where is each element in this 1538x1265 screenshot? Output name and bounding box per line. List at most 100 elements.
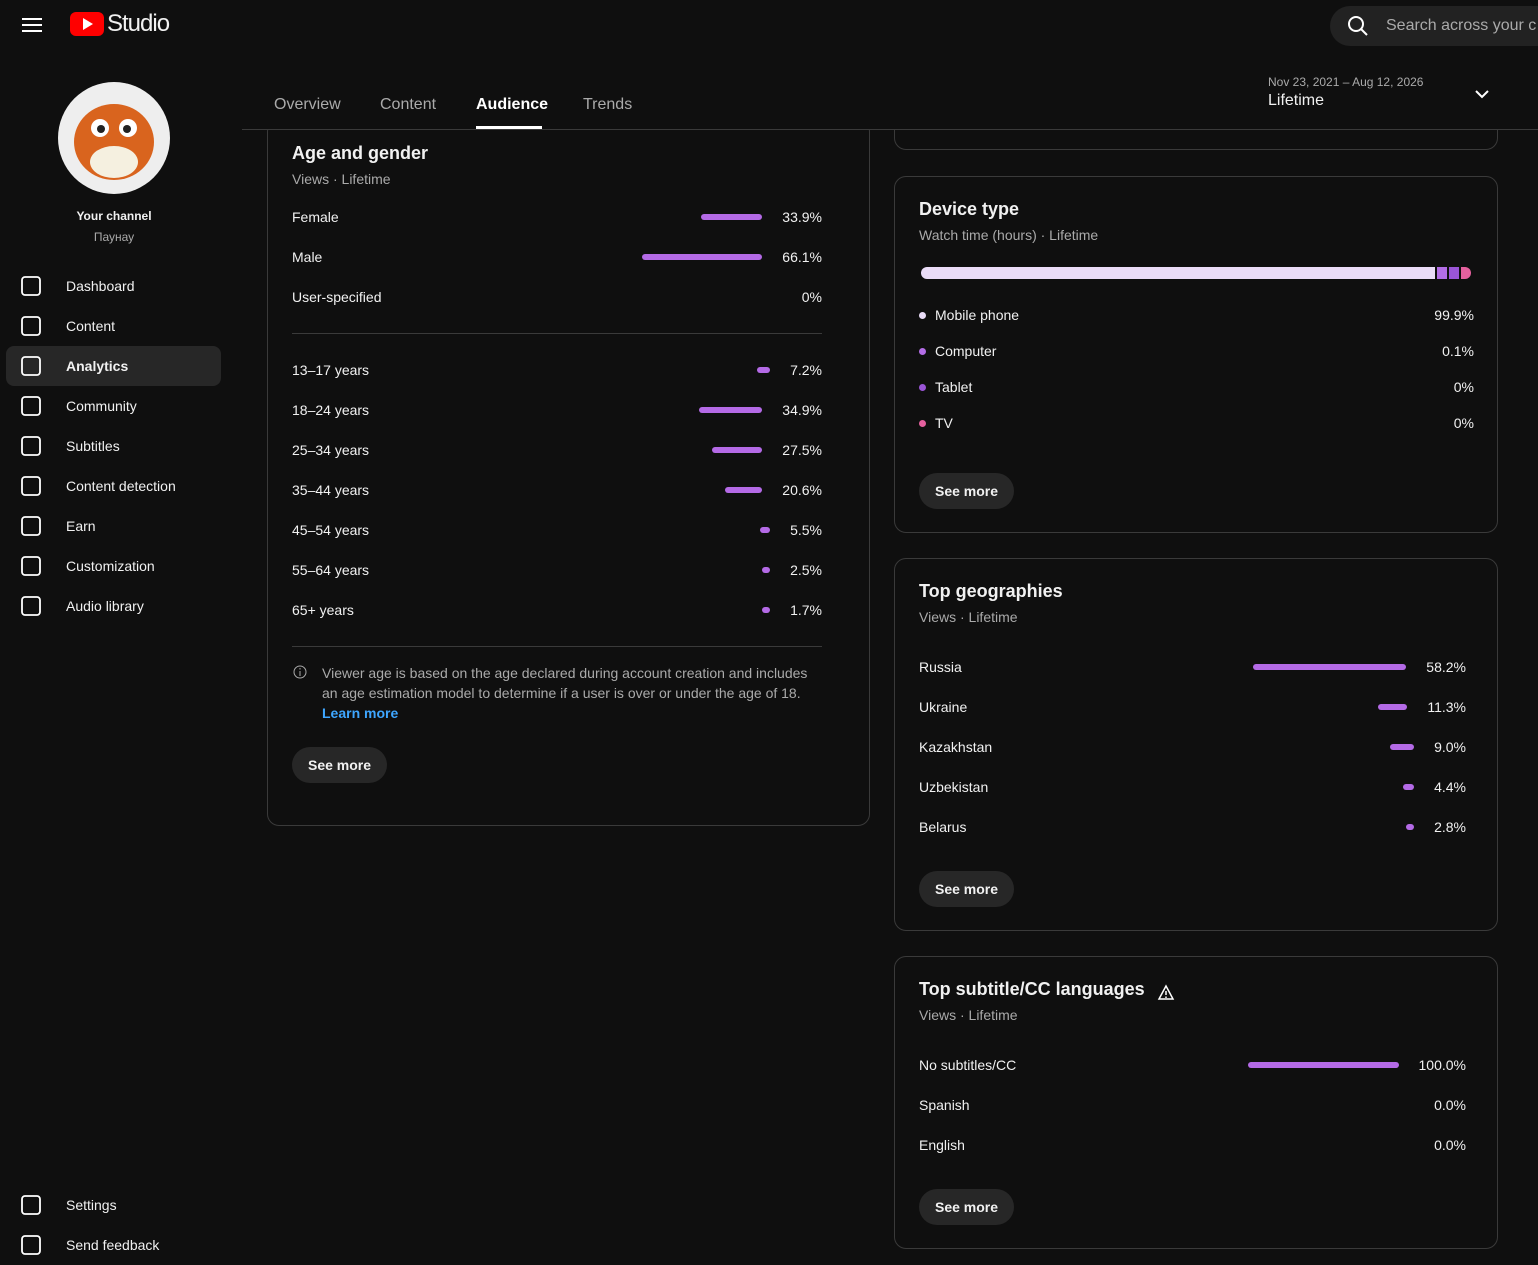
nav-label: Settings [66, 1197, 117, 1213]
channel-label: Your channel [76, 209, 152, 223]
row-value: 1.7% [790, 602, 822, 618]
bar [1377, 704, 1408, 710]
avatar[interactable] [58, 82, 170, 194]
legend-dot [919, 383, 926, 391]
card-subtitle: Watch time (hours) · Lifetime [919, 227, 1099, 243]
nav-label: Earn [66, 518, 96, 534]
see-more-button[interactable]: See more [919, 871, 1015, 907]
bar [762, 567, 771, 573]
legend-dot [919, 419, 926, 427]
tab[interactable]: Trends [583, 96, 633, 113]
nav-icon [21, 556, 41, 576]
nav-item[interactable]: Content detection [6, 466, 221, 506]
row-value: 27.5% [782, 442, 822, 458]
data-row: Kazakhstan 9.0% [919, 737, 1466, 757]
card: Top subtitle/CC languages Views · Lifetim… [894, 956, 1498, 1249]
row-label: Female [292, 209, 339, 225]
tab[interactable]: Content [380, 96, 437, 113]
data-row: Female 33.9% [292, 207, 822, 227]
row-label: 35–44 years [292, 482, 370, 498]
data-row: Uzbekistan 4.4% [919, 777, 1466, 797]
row-value: 9.0% [1434, 739, 1466, 755]
card-title: Device type [919, 199, 1020, 219]
tab-indicator [476, 126, 542, 129]
nav-icon [21, 516, 41, 536]
data-row: Russia 58.2% [919, 657, 1466, 677]
row-value: 0.0% [1434, 1137, 1466, 1153]
data-row: Spanish 0.0% [919, 1095, 1466, 1115]
bar [1402, 784, 1415, 790]
dropdown-icon[interactable] [1474, 88, 1490, 100]
legend-row: Tablet 0% [919, 377, 1474, 397]
row-value: 34.9% [782, 402, 822, 418]
data-row: Male 66.1% [292, 247, 822, 267]
nav-label: Audio library [66, 598, 144, 614]
main: Age and gender Views · Lifetime Female 33.9… [242, 130, 1538, 1253]
tab[interactable]: Overview [274, 96, 341, 113]
menu-icon[interactable] [22, 17, 42, 33]
date-range[interactable]: Nov 23, 2021 – Aug 12, 2026 [1268, 75, 1424, 89]
nav-item[interactable]: Subtitles [6, 426, 221, 466]
row-label: Ukraine [919, 699, 968, 715]
nav-item[interactable]: Audio library [6, 586, 221, 626]
divider [292, 333, 822, 334]
row-value: 58.2% [1426, 659, 1466, 675]
see-more-button[interactable]: See more [292, 747, 388, 783]
see-more-button[interactable]: See more [919, 473, 1015, 509]
row-label: Russia [919, 659, 962, 675]
bar [698, 407, 763, 413]
nav-item[interactable]: Settings [6, 1185, 221, 1225]
card-partial [894, 130, 1498, 150]
tabs-divider [242, 129, 1538, 130]
search-box[interactable]: Search across your c [1330, 6, 1538, 46]
bar [756, 367, 771, 373]
legend-row: TV 0% [919, 413, 1474, 433]
nav-label: Customization [66, 558, 155, 574]
see-more-button[interactable]: See more [919, 1189, 1015, 1225]
data-row: 18–24 years 34.9% [292, 400, 822, 420]
nav-icon [21, 356, 41, 376]
row-value: 0% [1453, 415, 1474, 431]
info-icon[interactable] [292, 664, 308, 680]
nav-item[interactable]: Customization [6, 546, 221, 586]
date-period[interactable]: Lifetime [1268, 92, 1325, 109]
logo-icon [70, 12, 104, 36]
nav-item[interactable]: Analytics [6, 346, 221, 386]
nav-item[interactable]: Content [6, 306, 221, 346]
nav-label: Community [66, 398, 137, 414]
logo-text[interactable]: Studio [107, 10, 170, 37]
bar [642, 254, 763, 260]
nav-label: Send feedback [66, 1237, 160, 1253]
row-label: Mobile phone [935, 307, 1020, 323]
nav-item[interactable]: Earn [6, 506, 221, 546]
learn-more-link[interactable]: Learn more [322, 705, 399, 721]
row-label: 45–54 years [292, 522, 370, 538]
data-row: 35–44 years 20.6% [292, 480, 822, 500]
nav-item[interactable]: Send feedback [6, 1225, 221, 1265]
search-placeholder: Search across your c [1386, 17, 1537, 34]
legend-dot [919, 311, 926, 319]
nav-item[interactable]: Community [6, 386, 221, 426]
data-row: English 0.0% [919, 1135, 1466, 1155]
row-label: Spanish [919, 1097, 970, 1113]
row-value: 100.0% [1418, 1057, 1466, 1073]
card-title: Top subtitle/CC languages [919, 979, 1145, 999]
legend-row: Computer 0.1% [919, 341, 1474, 361]
row-label: 65+ years [292, 602, 354, 618]
divider [292, 646, 822, 647]
card-title: Top geographies [919, 581, 1063, 601]
bar-segment [1461, 267, 1471, 279]
row-value: 4.4% [1434, 779, 1466, 795]
tab[interactable]: Audience [476, 96, 549, 113]
row-label: No subtitles/CC [919, 1057, 1017, 1073]
data-row: User-specified 0% [292, 287, 822, 307]
row-label: 13–17 years [292, 362, 370, 378]
bar [724, 487, 763, 493]
nav-item[interactable]: Dashboard [6, 266, 221, 306]
card-subtitle: Views · Lifetime [919, 1007, 1018, 1023]
card-title: Age and gender [292, 143, 429, 163]
row-label: Uzbekistan [919, 779, 989, 795]
card-subtitle: Views · Lifetime [292, 171, 391, 187]
warning-icon[interactable] [1157, 984, 1175, 1002]
